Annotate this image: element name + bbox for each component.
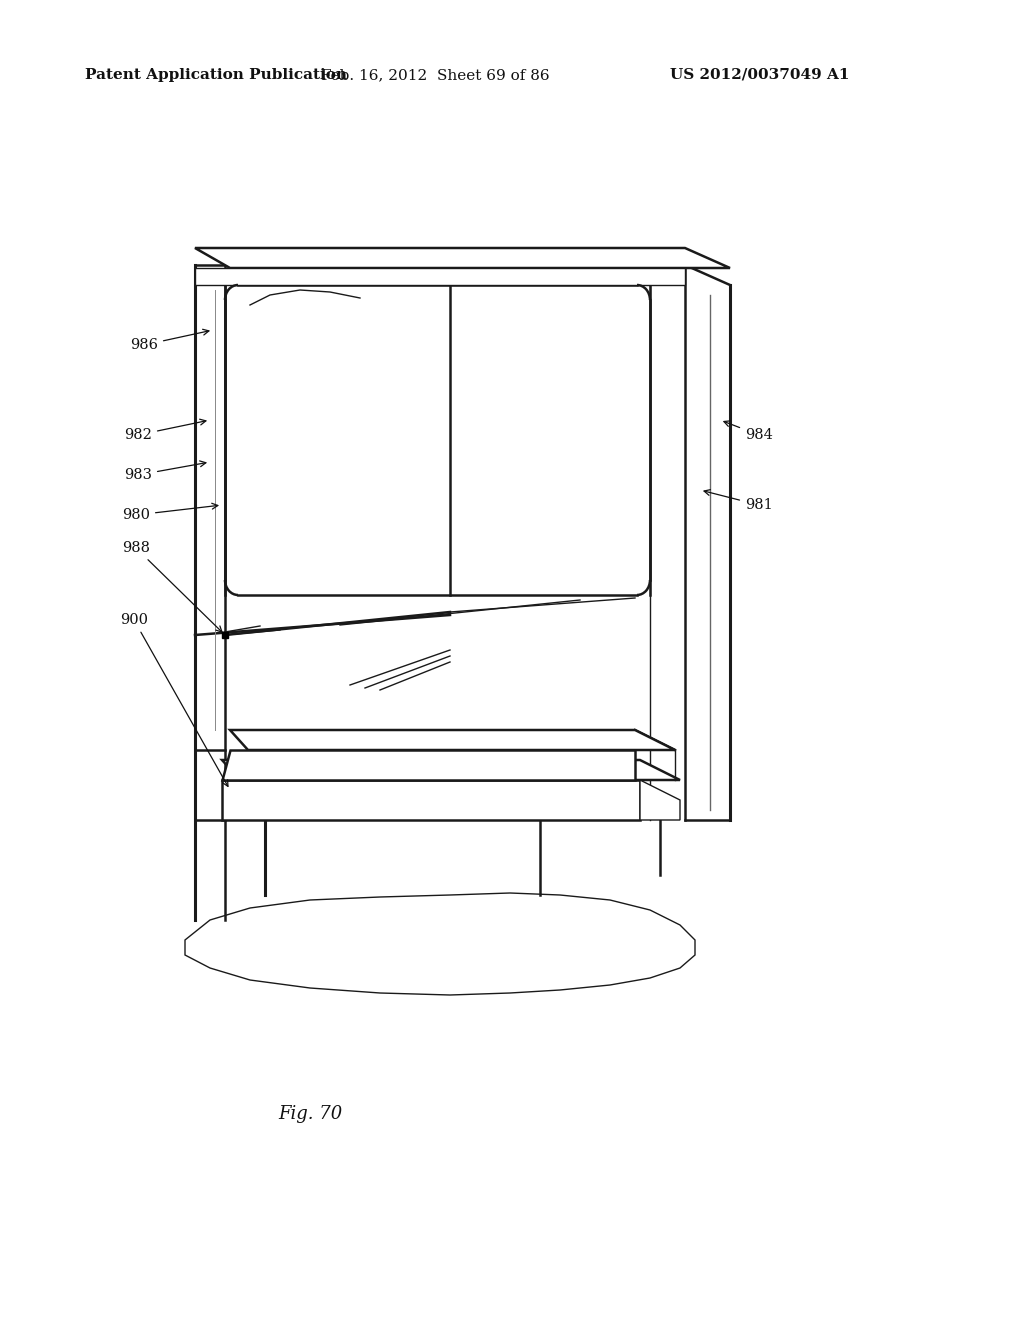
Text: 988: 988 xyxy=(122,541,222,632)
Text: 984: 984 xyxy=(724,421,773,442)
Text: Fig. 70: Fig. 70 xyxy=(278,1105,342,1123)
Polygon shape xyxy=(222,750,635,780)
Text: 982: 982 xyxy=(124,420,206,442)
Polygon shape xyxy=(230,730,675,750)
Polygon shape xyxy=(222,760,680,780)
Polygon shape xyxy=(640,780,680,820)
Text: Patent Application Publication: Patent Application Publication xyxy=(85,69,347,82)
Text: 986: 986 xyxy=(130,329,209,352)
Text: US 2012/0037049 A1: US 2012/0037049 A1 xyxy=(670,69,850,82)
Polygon shape xyxy=(195,268,685,285)
Text: Feb. 16, 2012  Sheet 69 of 86: Feb. 16, 2012 Sheet 69 of 86 xyxy=(321,69,549,82)
Text: 983: 983 xyxy=(124,461,206,482)
Text: 981: 981 xyxy=(705,490,773,512)
Polygon shape xyxy=(195,248,730,268)
Polygon shape xyxy=(222,780,640,820)
Text: 900: 900 xyxy=(120,612,228,787)
Text: 980: 980 xyxy=(122,503,218,521)
